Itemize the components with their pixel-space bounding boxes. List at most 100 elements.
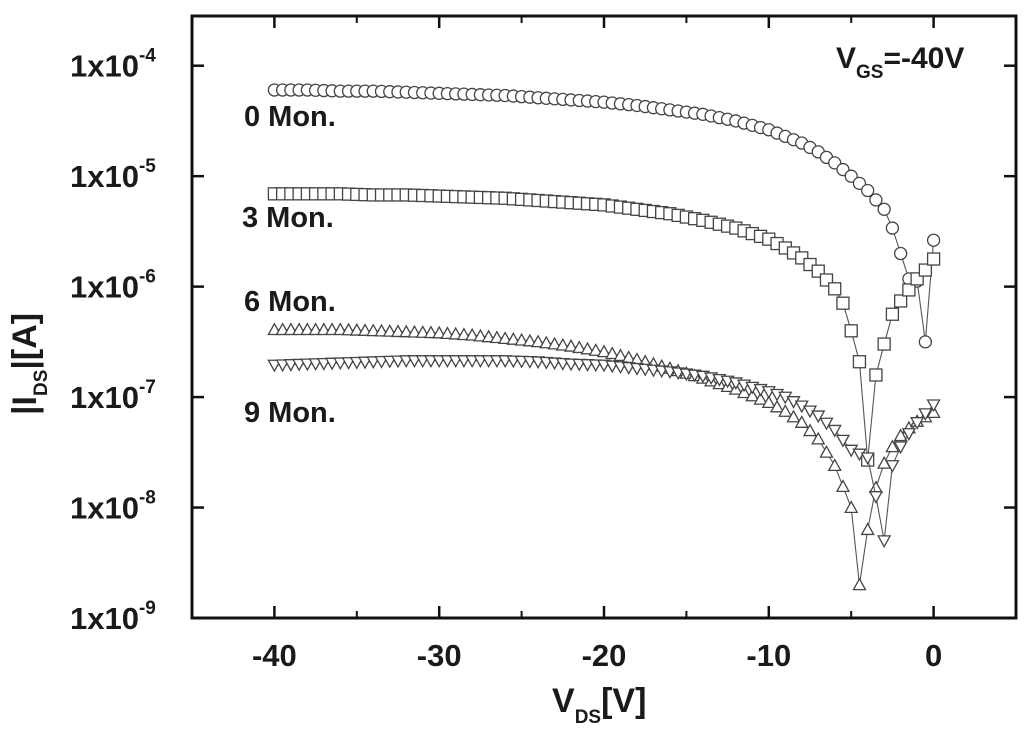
data-point [835, 434, 851, 448]
data-point [382, 324, 397, 337]
data-point [901, 428, 916, 441]
data-point [498, 331, 513, 344]
x-tick-label: -20 [582, 638, 627, 673]
data-point [267, 359, 282, 373]
data-point [580, 341, 595, 355]
data-point [275, 359, 290, 373]
y-tick-label-base: 1x10 [70, 49, 139, 84]
data-point [539, 335, 554, 349]
series-1 [267, 187, 941, 467]
data-point [530, 334, 546, 348]
y-tick-label-exp: -5 [139, 156, 156, 177]
data-point [349, 356, 364, 370]
data-point [827, 424, 842, 438]
data-point [918, 408, 933, 421]
data-point [828, 282, 842, 296]
x-tick-label: -40 [252, 638, 297, 673]
data-point [357, 323, 373, 336]
data-point [588, 343, 603, 356]
data-point [868, 491, 884, 504]
data-point [811, 410, 826, 424]
data-point [349, 322, 364, 336]
series-label-2: 6 Mon. [244, 286, 336, 318]
data-point [761, 395, 776, 409]
data-point [868, 480, 884, 494]
data-point [910, 417, 925, 430]
series-0 [267, 83, 941, 349]
data-point [292, 358, 307, 372]
data-point [283, 359, 298, 372]
data-point [440, 326, 455, 340]
data-point [357, 356, 373, 370]
series-layer [267, 83, 941, 591]
y-tick-label: 1x10-4 [70, 46, 156, 84]
data-point [802, 423, 818, 437]
y-tick-label-base: 1x10 [70, 159, 139, 194]
data-point [877, 337, 891, 351]
data-point [308, 358, 323, 372]
data-point [407, 324, 422, 338]
data-point [786, 409, 801, 423]
data-point [893, 246, 908, 261]
y-tick-label-exp: -4 [139, 46, 156, 67]
series-line [274, 89, 935, 342]
data-point [794, 415, 809, 428]
data-point [926, 399, 941, 413]
data-point [473, 328, 488, 342]
data-point [926, 233, 941, 247]
data-point [415, 325, 430, 338]
x-tick-label: -10 [746, 638, 791, 673]
data-point [918, 263, 933, 277]
data-point [366, 323, 381, 337]
data-point [300, 358, 315, 372]
data-point [547, 336, 562, 350]
data-point [844, 169, 858, 183]
y-axis-title: |IDS|[A] [6, 313, 52, 415]
data-point [448, 326, 463, 340]
y-tick-label: 1x10-7 [70, 377, 156, 415]
data-point [926, 252, 941, 266]
data-point [374, 323, 389, 337]
data-point [390, 324, 406, 338]
vgs-annotation-sub: GS [856, 62, 883, 83]
data-point [563, 338, 579, 352]
data-point [835, 479, 851, 493]
data-point [769, 399, 785, 413]
data-point [374, 356, 389, 369]
data-point [341, 357, 356, 370]
data-point [465, 327, 480, 341]
data-point [860, 522, 875, 536]
data-point [885, 307, 900, 321]
axis-ticks [191, 16, 1017, 620]
series-3 [267, 355, 941, 549]
y-tick-label: 1x10-9 [70, 598, 156, 636]
data-point [506, 332, 521, 345]
data-point [316, 357, 331, 371]
series-line [274, 360, 935, 541]
y-axis-title-prefix: |I [6, 396, 44, 415]
data-point [382, 355, 397, 369]
x-tick-label: -30 [417, 638, 462, 673]
x-tick-label: 0 [925, 638, 942, 673]
data-point [885, 221, 900, 235]
data-point [522, 333, 537, 347]
data-point [613, 348, 628, 362]
data-point [869, 193, 883, 207]
data-point [489, 330, 504, 344]
data-point [778, 404, 793, 417]
data-point [844, 500, 859, 513]
y-axis-title-suffix: |[A] [6, 313, 44, 370]
data-point [423, 325, 439, 339]
vgs-annotation-main: V [836, 42, 856, 75]
series-label-1: 3 Mon. [242, 202, 334, 234]
x-axis-title-main: V [552, 682, 575, 720]
data-point [811, 431, 826, 445]
vgs-annotation: VGS=-40V [836, 42, 964, 83]
data-point [918, 335, 933, 349]
data-point [885, 460, 900, 473]
data-point [852, 355, 867, 369]
data-point [366, 356, 381, 370]
data-point [514, 332, 529, 346]
y-tick-label: 1x10-6 [70, 267, 156, 305]
